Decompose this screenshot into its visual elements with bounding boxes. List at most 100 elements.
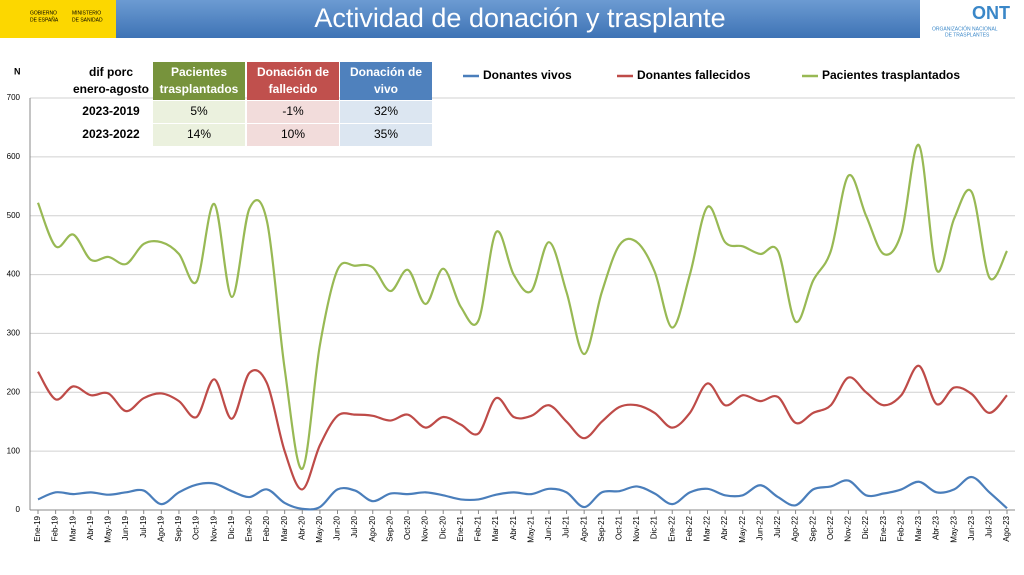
legend-label: Donantes fallecidos	[637, 68, 751, 82]
table-value: 14%	[187, 127, 211, 141]
y-tick-label: 300	[7, 329, 21, 338]
table-cell	[247, 124, 339, 146]
x-tick-label: Jul-23	[984, 515, 993, 537]
x-tick-label: Oct-22	[826, 515, 835, 540]
table-header-cell	[247, 62, 339, 100]
x-tick-label: Abr-19	[86, 515, 95, 540]
table-cell	[340, 101, 432, 123]
x-tick-label: Jun-23	[967, 515, 976, 540]
x-tick-label: Abr-20	[297, 515, 306, 540]
x-tick-label: May-20	[315, 515, 324, 542]
x-tick-label: May-21	[526, 515, 535, 542]
x-tick-label: Jun-22	[755, 515, 764, 540]
x-tick-label: Mar-22	[703, 515, 712, 541]
table-header: vivo	[374, 82, 398, 96]
x-tick-label: Ago-20	[368, 515, 377, 541]
x-tick-label: Ago-22	[791, 515, 800, 541]
x-tick-label: Sep-19	[174, 515, 183, 541]
x-tick-label: Feb-23	[896, 515, 905, 541]
table-header: Donación de	[350, 65, 422, 79]
legend-label: Donantes vivos	[483, 68, 572, 82]
table-value: 35%	[374, 127, 398, 141]
x-tick-label: Nov-21	[632, 515, 641, 541]
x-tick-label: Jun-19	[121, 515, 130, 540]
table-corner: dif porc	[89, 65, 133, 79]
table-cell	[153, 101, 245, 123]
x-tick-label: Abr-21	[509, 515, 518, 540]
table-cell	[340, 124, 432, 146]
y-axis-label: N	[14, 66, 21, 76]
x-tick-label: Mar-21	[491, 515, 500, 541]
gov-logo: DE ESPAÑA	[30, 16, 59, 23]
x-tick-label: Sep-20	[385, 515, 394, 541]
table-header: fallecido	[269, 82, 318, 96]
table-corner: enero-agosto	[73, 82, 149, 96]
table-row-label: 2023-2019	[82, 104, 140, 118]
title: Actividad de donación y trasplante	[314, 3, 725, 33]
x-tick-label: May-23	[949, 515, 958, 542]
table-value: 32%	[374, 104, 398, 118]
x-tick-label: Feb-21	[474, 515, 483, 541]
x-tick-label: Oct-21	[615, 515, 624, 540]
x-tick-label: May-22	[738, 515, 747, 542]
x-tick-label: Mar-20	[280, 515, 289, 541]
ministry: DE SANIDAD	[72, 17, 103, 23]
y-tick-label: 700	[7, 93, 21, 102]
table-header: Donación de	[257, 65, 329, 79]
ont-logo-box	[920, 0, 1024, 38]
table-row-label: 2023-2022	[82, 127, 140, 141]
table-value: 10%	[281, 127, 305, 141]
x-tick-label: Sep-21	[597, 515, 606, 541]
x-tick-label: Nov-19	[209, 515, 218, 541]
x-tick-label: Mar-19	[68, 515, 77, 541]
y-tick-label: 600	[7, 152, 21, 161]
x-tick-label: Oct-20	[403, 515, 412, 540]
x-tick-label: Ago-19	[156, 515, 165, 541]
x-tick-label: Ene-23	[879, 515, 888, 541]
x-tick-label: Dic-21	[650, 515, 659, 539]
x-tick-label: Oct-19	[192, 515, 201, 540]
y-tick-label: 100	[7, 446, 21, 455]
series-line	[37, 364, 1008, 491]
x-tick-label: Ago-21	[579, 515, 588, 541]
x-tick-label: Jul-21	[562, 515, 571, 537]
table-header: trasplantados	[160, 82, 239, 96]
gov-logo-box	[0, 0, 116, 38]
ont-logo: ONT	[972, 3, 1010, 23]
x-tick-label: Jun-21	[544, 515, 553, 540]
y-tick-label: 200	[7, 387, 21, 396]
x-tick-label: Dic-20	[438, 515, 447, 539]
title-bar	[0, 0, 1024, 38]
gov-logo: GOBIERNO	[30, 10, 57, 16]
x-tick-label: Ago-23	[1002, 515, 1011, 541]
x-tick-label: Sep-22	[808, 515, 817, 541]
table-header-cell	[153, 62, 245, 100]
series-line	[36, 143, 1008, 470]
y-tick-label: 500	[7, 211, 21, 220]
table-cell	[247, 101, 339, 123]
x-tick-label: Abr-22	[720, 515, 729, 540]
ministry: MINISTERIO	[72, 10, 101, 16]
x-tick-label: Jun-20	[333, 515, 342, 540]
x-tick-label: Ene-20	[245, 515, 254, 541]
x-tick-label: May-19	[104, 515, 113, 542]
y-tick-label: 0	[16, 505, 21, 514]
x-tick-label: Feb-20	[262, 515, 271, 541]
table-cell	[153, 124, 245, 146]
x-tick-label: Jul-19	[139, 515, 148, 537]
x-tick-label: Nov-22	[844, 515, 853, 541]
table-value: -1%	[282, 104, 304, 118]
x-tick-label: Ene-19	[33, 515, 42, 541]
x-tick-label: Jul-22	[773, 515, 782, 537]
table-header-cell	[340, 62, 432, 100]
x-tick-label: Abr-23	[932, 515, 941, 540]
ont-name: DE TRASPLANTES	[945, 32, 990, 38]
ont-name: ORGANIZACIÓN NACIONAL	[932, 25, 998, 32]
x-tick-label: Ene-21	[456, 515, 465, 541]
x-tick-label: Ene-22	[667, 515, 676, 541]
x-tick-label: Dic-22	[861, 515, 870, 539]
legend-label: Pacientes trasplantados	[822, 68, 960, 82]
x-tick-label: Jul-20	[350, 515, 359, 537]
x-tick-label: Mar-23	[914, 515, 923, 541]
